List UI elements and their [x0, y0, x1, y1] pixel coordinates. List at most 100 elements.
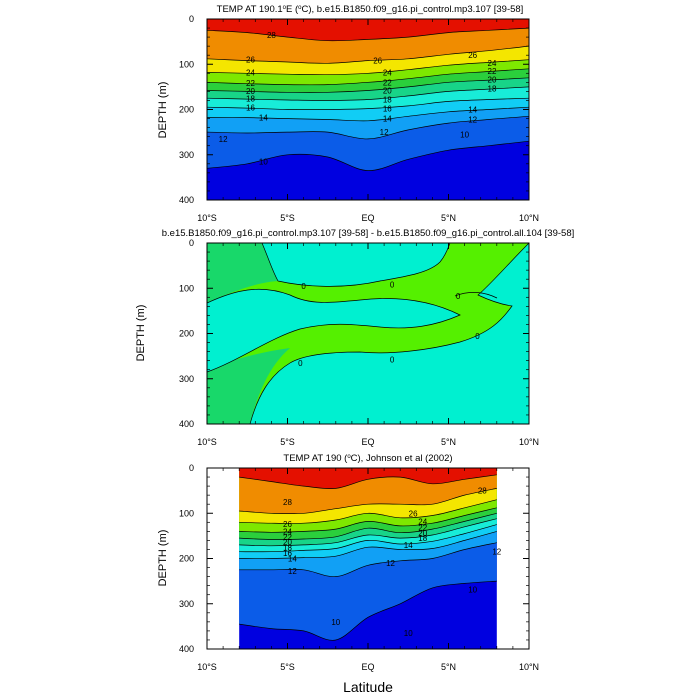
isotherm-10: [239, 580, 497, 641]
y-tick-label: 300: [179, 150, 194, 160]
panel3-contour-lines: [239, 474, 497, 641]
panel3-contour-labels: 2828262624242222202018181614141212121010…: [283, 487, 502, 639]
contour-label: 20: [488, 76, 497, 85]
contour-label: 22: [246, 79, 255, 88]
isotherm-14: [239, 531, 497, 559]
contour-label: 28: [283, 498, 292, 507]
x-tick-label: 5°S: [280, 437, 295, 447]
isotherm-26: [239, 488, 497, 515]
isotherm-12: [207, 115, 529, 140]
diff-zero-tongue: [207, 289, 460, 372]
contour-label: 12: [492, 548, 501, 557]
contour-label: 26: [283, 520, 292, 529]
x-tick-label: 10°N: [519, 662, 539, 672]
contour-label: 10: [331, 618, 340, 627]
contour-label: 0: [301, 282, 306, 291]
isotherm-16: [239, 524, 497, 553]
contour-label: 12: [219, 135, 228, 144]
contour-label: 10: [460, 130, 469, 139]
contour-label: 20: [283, 538, 292, 547]
contour-label: 14: [468, 106, 477, 115]
contour-label: 24: [488, 59, 497, 68]
y-tick-label: 0: [189, 238, 194, 248]
isotherm-16: [207, 97, 529, 110]
contour-label: 24: [283, 527, 292, 536]
x-tick-label: 10°S: [197, 213, 217, 223]
contour-label: 0: [456, 292, 461, 301]
isotherm-18: [239, 518, 497, 547]
x-tick-label: EQ: [361, 662, 374, 672]
y-tick-label: 200: [179, 329, 194, 339]
panel3-axes: 10°S 5°S EQ 5°N 10°N 0 100 200 300 400: [179, 463, 539, 672]
panel2-filled-contours: [207, 243, 529, 424]
contour-label: 22: [383, 78, 392, 87]
panel-model-temperature: TEMP AT 190.1oE (oC), b.e15.B1850.f09_g1…: [157, 4, 539, 223]
y-tick-label: 400: [179, 644, 194, 654]
isotherm-24: [239, 499, 497, 524]
contour-label: 18: [283, 544, 292, 553]
isotherm-10: [207, 140, 529, 171]
contour-label: 28: [478, 487, 487, 496]
contour-label: 14: [259, 114, 268, 123]
panel3-title: TEMP AT 190 (oC), Johnson et al (2002): [283, 453, 452, 464]
diff-zero-line-right: [249, 243, 529, 424]
contour-label: 10: [259, 158, 268, 167]
x-tick-label: 5°S: [280, 213, 295, 223]
isotherm-18: [207, 86, 529, 101]
isotherm-22: [239, 507, 497, 533]
diff-zero-line-small: [454, 292, 498, 299]
contour-label: 16: [383, 105, 392, 114]
contour-label: 24: [418, 517, 427, 526]
contour-label: 16: [246, 104, 255, 113]
contour-label: 18: [383, 96, 392, 105]
y-tick-label: 200: [179, 554, 194, 564]
contour-label: 12: [288, 567, 297, 576]
contour-label: 12: [380, 128, 389, 137]
isotherm-14: [207, 106, 529, 122]
contour-label: 18: [246, 95, 255, 104]
diff-positive-left: [207, 243, 529, 424]
panel3-ylabel: DEPTH (m): [157, 530, 169, 587]
y-tick-label: 200: [179, 105, 194, 115]
diff-positive-edge-low: [207, 348, 290, 424]
isotherm-28: [239, 474, 497, 490]
contour-label: 12: [468, 115, 477, 124]
contour-label: 10: [468, 585, 477, 594]
isotherm-28: [207, 27, 529, 42]
x-tick-label: 10°N: [519, 437, 539, 447]
panel2-title: b.e15.B1850.f09_g16.pi_control.mp3.107 […: [162, 228, 575, 239]
x-tick-label: 10°S: [197, 437, 217, 447]
contour-label: 14: [404, 541, 413, 550]
y-tick-label: 300: [179, 374, 194, 384]
y-tick-label: 400: [179, 419, 194, 429]
y-tick-label: 100: [179, 508, 194, 518]
contour-label: 24: [383, 68, 392, 77]
y-tick-label: 0: [189, 463, 194, 473]
panel2-axes: 10°S 5°S EQ 5°N 10°N 0 100 200 300 400: [179, 238, 539, 447]
contour-label: 0: [390, 356, 395, 365]
isotherm-12: [239, 542, 497, 577]
contour-label: 24: [246, 68, 255, 77]
contour-label: 20: [418, 529, 427, 538]
contour-label: 26: [468, 51, 477, 60]
contour-label: 14: [288, 555, 297, 564]
diff-zero-line-inner: [207, 288, 461, 373]
contour-label: 28: [267, 31, 276, 40]
contour-label: 18: [488, 85, 497, 94]
diff-positive-edge: [207, 243, 278, 303]
x-tick-label: 10°N: [519, 213, 539, 223]
x-tick-label: 10°S: [197, 662, 217, 672]
x-axis-label: Latitude: [343, 679, 393, 695]
panel-difference: b.e15.B1850.f09_g16.pi_control.mp3.107 […: [135, 228, 574, 447]
contour-label: 0: [390, 281, 395, 290]
diff-zero-line-upper: [261, 243, 451, 287]
x-tick-label: 5°N: [441, 437, 456, 447]
panel2-ylabel: DEPTH (m): [135, 305, 147, 362]
isotherm-20: [207, 77, 529, 93]
contour-label: 20: [383, 86, 392, 95]
x-tick-label: 5°S: [280, 662, 295, 672]
contour-label: 22: [488, 67, 497, 76]
isotherm-24: [207, 59, 529, 76]
isotherm-20: [239, 512, 497, 540]
